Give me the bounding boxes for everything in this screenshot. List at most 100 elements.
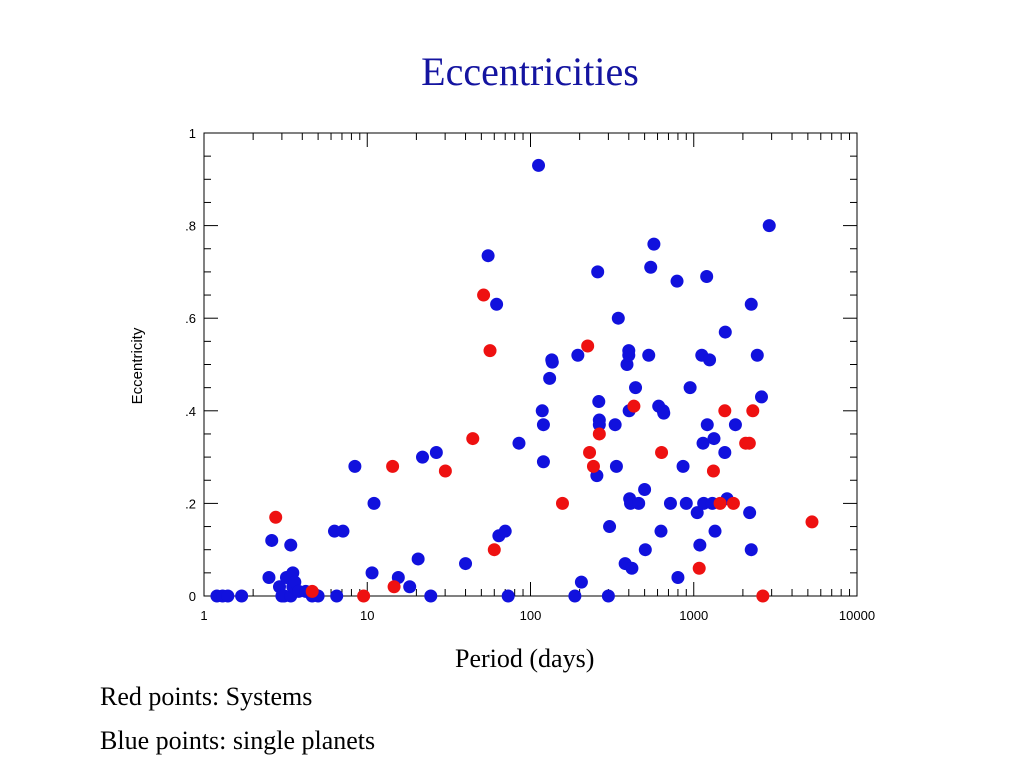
single-planet-point [625, 561, 639, 575]
single-planet-point [348, 459, 362, 473]
legend-note-single-planets: Blue points: single planets [100, 726, 376, 755]
single-planet-point [703, 353, 717, 367]
single-planet-point [571, 348, 585, 362]
single-planet-point [657, 406, 671, 420]
single-planet-point [638, 543, 652, 557]
system-point [627, 399, 641, 413]
single-planet-point [638, 483, 652, 497]
system-point [592, 427, 606, 441]
single-planet-point [543, 371, 557, 385]
single-planet-point [647, 237, 661, 251]
single-planet-point [707, 432, 721, 446]
single-planet-point [744, 297, 758, 311]
system-point [726, 496, 740, 510]
single-planet-point [744, 543, 758, 557]
single-planet-point [411, 552, 425, 566]
single-planet-point [644, 260, 658, 274]
single-planet-point [700, 418, 714, 432]
x-tick-label: 10000 [839, 608, 875, 623]
system-point [583, 445, 597, 459]
single-planet-point [676, 459, 690, 473]
y-tick-label: .4 [185, 404, 196, 419]
single-planet-point [754, 390, 768, 404]
system-point [438, 464, 452, 478]
x-tick-label: 1000 [679, 608, 708, 623]
system-point [357, 589, 371, 603]
single-planet-point [536, 455, 550, 469]
single-planet-point [592, 395, 606, 409]
single-planet-point [424, 589, 438, 603]
single-planet-point [603, 520, 617, 534]
single-planet-point [632, 496, 646, 510]
single-planet-point [708, 524, 722, 538]
single-planet-point [696, 436, 710, 450]
single-planet-point [601, 589, 615, 603]
single-planet-point [608, 418, 622, 432]
x-tick-label: 100 [520, 608, 542, 623]
y-tick-label: .8 [185, 219, 196, 234]
single-planet-point [762, 219, 776, 233]
single-planet-point [592, 418, 606, 432]
major-ticks [203, 132, 858, 597]
single-planet-point [545, 355, 559, 369]
single-planet-point [221, 589, 235, 603]
single-planet-point [535, 404, 549, 418]
y-tick-label: 1 [189, 126, 196, 141]
system-point [756, 589, 770, 603]
x-tick-label: 1 [200, 608, 207, 623]
single-planet-point [718, 445, 732, 459]
single-planet-point [403, 580, 417, 594]
single-planet-point [629, 381, 643, 395]
system-point [483, 344, 497, 358]
system-point [386, 459, 400, 473]
system-point [387, 580, 401, 594]
system-point [586, 459, 600, 473]
system-point [746, 404, 760, 418]
single-planet-point [536, 418, 550, 432]
system-point [655, 445, 669, 459]
minor-ticks [204, 133, 857, 596]
single-planet-point [670, 274, 684, 288]
system-point [692, 561, 706, 575]
single-planet-point [690, 506, 704, 520]
y-tick-label: .6 [185, 311, 196, 326]
system-point [305, 584, 319, 598]
single-planet-point [416, 450, 430, 464]
slide-title: Eccentricities [421, 49, 639, 94]
legend-note-systems: Red points: Systems [100, 682, 313, 711]
y-tick-labels: 0 .2 .4 .6 .8 1 [185, 126, 196, 604]
single-planet-point [700, 270, 714, 284]
x-tick-labels: 1 10 100 1000 10000 [200, 608, 875, 623]
single-planet-point [679, 496, 693, 510]
plot-frame [203, 132, 858, 597]
system-point [742, 436, 756, 450]
x-tick-label: 10 [360, 608, 374, 623]
single-planet-point [611, 311, 625, 325]
single-planet-point [262, 570, 276, 584]
single-planet-point [609, 459, 623, 473]
single-planet-point [501, 589, 515, 603]
single-planet-point [367, 496, 381, 510]
single-planet-point [265, 533, 279, 547]
single-planet-point [481, 249, 495, 263]
single-planet-point [663, 496, 677, 510]
single-planet-point [365, 566, 379, 580]
single-planet-point [498, 524, 512, 538]
single-planet-point [671, 570, 685, 584]
system-point [477, 288, 491, 302]
single-planet-point [591, 265, 605, 279]
single-planet-point [459, 557, 473, 571]
y-tick-label: 0 [189, 589, 196, 604]
single-planet-point [532, 158, 546, 172]
single-planet-point [512, 436, 526, 450]
system-point [718, 404, 732, 418]
single-planet-point [728, 418, 742, 432]
system-point [269, 510, 283, 524]
single-planet-point [284, 538, 298, 552]
single-planet-point [642, 348, 656, 362]
data-points [210, 158, 819, 603]
single-planet-point [622, 344, 636, 358]
y-axis-title: Eccentricity [129, 327, 146, 404]
single-planet-point [743, 506, 757, 520]
